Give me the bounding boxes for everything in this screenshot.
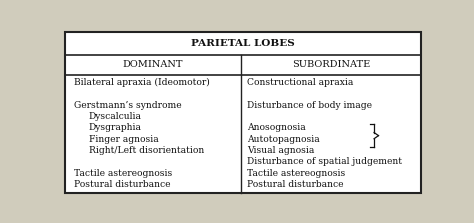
Text: Tactile astereognosis: Tactile astereognosis	[74, 169, 172, 178]
Text: Autotopagnosia: Autotopagnosia	[246, 135, 319, 144]
FancyBboxPatch shape	[65, 32, 421, 193]
Text: SUBORDINATE: SUBORDINATE	[292, 60, 370, 70]
Text: Anosognosia: Anosognosia	[246, 123, 305, 132]
Text: Disturbance of spatial judgement: Disturbance of spatial judgement	[246, 157, 401, 167]
Text: PARIETAL LOBES: PARIETAL LOBES	[191, 39, 295, 48]
Text: Disturbance of body image: Disturbance of body image	[246, 101, 372, 110]
Text: Right/Left disorientation: Right/Left disorientation	[89, 146, 204, 155]
Text: Dysgraphia: Dysgraphia	[89, 123, 142, 132]
Text: Postural disturbance: Postural disturbance	[74, 180, 171, 189]
Text: Bilateral apraxia (Ideomotor): Bilateral apraxia (Ideomotor)	[74, 78, 210, 87]
Text: Dyscalculia: Dyscalculia	[89, 112, 142, 121]
Text: Visual agnosia: Visual agnosia	[246, 146, 314, 155]
Text: Tactile astereognosis: Tactile astereognosis	[246, 169, 345, 178]
Text: Constructional apraxia: Constructional apraxia	[246, 78, 353, 87]
Text: DOMINANT: DOMINANT	[123, 60, 183, 70]
Text: Postural disturbance: Postural disturbance	[246, 180, 343, 189]
Text: Finger agnosia: Finger agnosia	[89, 135, 158, 144]
Text: Gerstmann’s syndrome: Gerstmann’s syndrome	[74, 101, 182, 110]
